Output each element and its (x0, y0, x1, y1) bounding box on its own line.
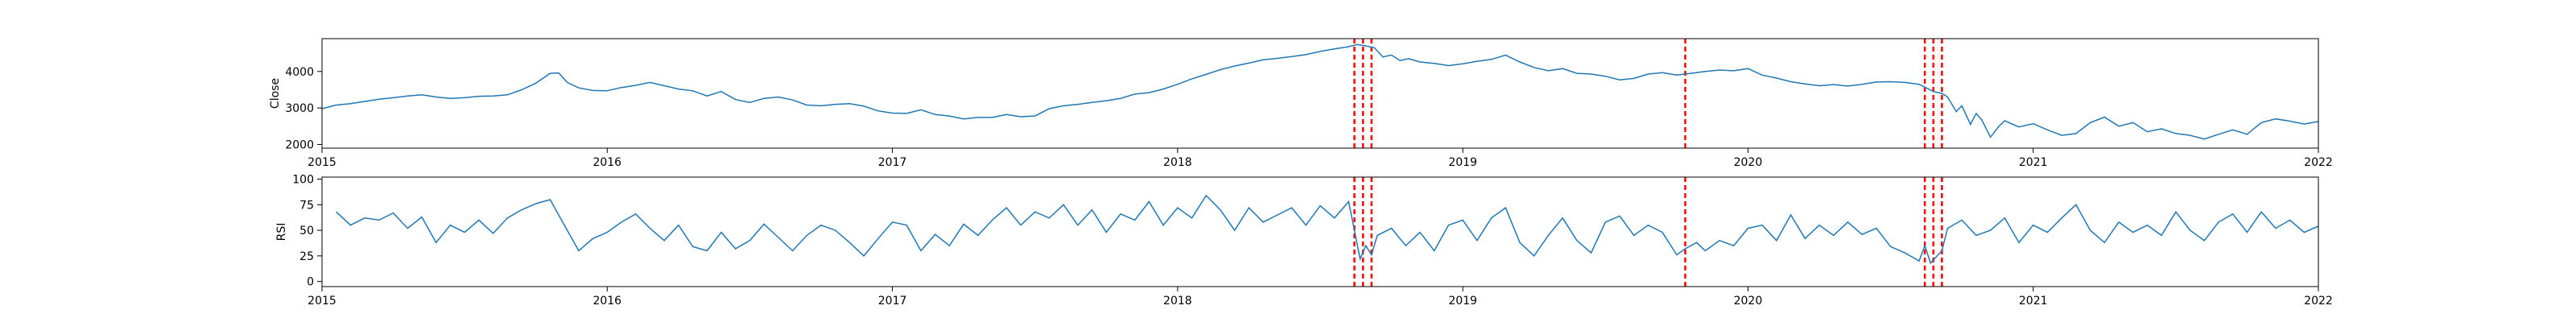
close-plot-frame (321, 38, 2319, 149)
close-x-ticks: 2015 2016 2017 2018 2019 2020 2021 2022 (308, 148, 2333, 169)
rsi-y-axis-label: RSI (275, 223, 288, 242)
close-panel: 2015 2016 2017 2018 2019 2020 2021 2022 2000 300… (269, 38, 2333, 169)
close-gridlayer (1353, 39, 1943, 148)
rsi-x-tick-label: 2022 (2304, 295, 2333, 308)
close-x-tick-label: 2017 (878, 156, 907, 169)
close-x-tick-label: 2019 (1448, 156, 1477, 169)
rsi-gridlayer (1353, 177, 1943, 287)
rsi-series-line (336, 194, 2319, 265)
close-x-tick-label: 2020 (1734, 156, 1763, 169)
rsi-x-tick-label: 2018 (1163, 295, 1192, 308)
close-y-tick-label: 4000 (285, 66, 314, 79)
rsi-plot-frame (321, 176, 2319, 287)
rsi-x-tick-label: 2016 (592, 295, 621, 308)
rsi-x-tick-label: 2015 (308, 295, 336, 308)
close-x-tick-label: 2021 (2019, 156, 2048, 169)
rsi-y-tick-label: 0 (307, 276, 314, 289)
close-x-tick-label: 2015 (308, 156, 336, 169)
rsi-y-ticks: 0 25 50 75 100 (292, 174, 322, 289)
rsi-x-tick-label: 2020 (1734, 295, 1763, 308)
rsi-y-tick-label: 25 (299, 250, 314, 263)
rsi-x-tick-label: 2019 (1448, 295, 1477, 308)
close-y-axis-label: Close (269, 78, 282, 109)
close-x-tick-label: 2016 (592, 156, 621, 169)
close-x-tick-label: 2022 (2304, 156, 2333, 169)
close-y-ticks: 2000 3000 4000 (285, 66, 322, 151)
rsi-x-tick-label: 2017 (878, 295, 907, 308)
rsi-y-tick-label: 50 (299, 225, 314, 237)
close-series-line (321, 43, 2319, 140)
rsi-y-tick-label: 100 (292, 174, 314, 187)
rsi-y-tick-label: 75 (299, 199, 314, 212)
close-y-tick-label: 3000 (285, 102, 314, 115)
rsi-panel: 2015 2016 2017 2018 2019 2020 2021 2022 0 25 50 75… (275, 174, 2333, 308)
close-x-tick-label: 2018 (1163, 156, 1192, 169)
rsi-x-ticks: 2015 2016 2017 2018 2019 2020 2021 2022 (308, 287, 2333, 308)
close-y-tick-label: 2000 (285, 138, 314, 151)
rsi-x-tick-label: 2021 (2019, 295, 2048, 308)
